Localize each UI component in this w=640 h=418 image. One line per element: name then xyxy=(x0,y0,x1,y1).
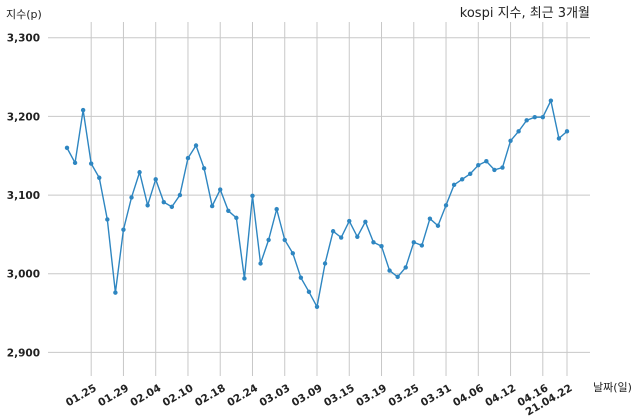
data-point xyxy=(193,143,199,148)
x-tick-label: 04.12 xyxy=(483,382,518,409)
x-tick-label: 02.10 xyxy=(161,382,196,409)
data-point xyxy=(484,159,489,164)
data-point xyxy=(564,129,570,134)
data-point xyxy=(145,203,150,208)
y-tick-label: 3,300 xyxy=(7,33,40,45)
data-point xyxy=(274,207,279,212)
kospi-series xyxy=(64,98,570,309)
x-tick-label: 04.06 xyxy=(451,382,486,409)
data-point xyxy=(209,203,215,209)
data-point xyxy=(500,165,505,170)
y-tick-label: 3,200 xyxy=(7,111,40,123)
x-tick-label: 03.19 xyxy=(354,382,389,409)
data-point xyxy=(80,107,86,113)
x-axis-label: 날짜(일) xyxy=(593,380,632,394)
x-tick-label: 01.29 xyxy=(96,382,131,409)
data-point xyxy=(113,290,118,295)
data-point xyxy=(72,160,78,166)
data-point xyxy=(492,167,497,173)
data-point xyxy=(121,227,126,232)
data-point xyxy=(516,129,521,134)
y-axis-label: 지수(p) xyxy=(6,8,42,21)
data-point xyxy=(226,208,231,213)
data-point xyxy=(403,265,408,270)
data-point xyxy=(298,275,304,280)
data-point xyxy=(234,215,239,221)
chart-title: kospi 지수, 최근 3개월 xyxy=(460,6,590,21)
y-tick-label: 2,900 xyxy=(7,347,40,359)
data-point xyxy=(427,216,433,221)
data-point xyxy=(451,182,457,188)
data-point xyxy=(540,114,546,120)
y-axis-ticks: 2,900 3,000 3,100 3,200 3,300 xyxy=(7,33,40,360)
data-point xyxy=(242,276,247,281)
y-tick-label: 3,000 xyxy=(7,269,40,281)
data-point xyxy=(129,195,134,200)
data-point xyxy=(476,162,481,168)
data-point xyxy=(443,203,449,208)
data-point xyxy=(548,98,554,103)
data-point xyxy=(508,138,513,143)
data-point xyxy=(64,145,70,151)
data-point xyxy=(355,234,360,239)
data-point xyxy=(169,204,175,210)
data-point xyxy=(201,166,207,171)
data-point xyxy=(435,223,441,228)
data-point xyxy=(556,136,562,141)
horizontal-gridlines xyxy=(48,37,590,353)
data-point xyxy=(177,192,183,198)
data-point xyxy=(258,261,263,266)
x-tick-label: 03.15 xyxy=(322,382,357,409)
data-point xyxy=(88,161,94,166)
x-tick-label: 03.03 xyxy=(257,382,292,409)
x-axis-ticks: 01.2501.2902.0402.1002.1802.2403.0303.09… xyxy=(64,382,575,418)
data-point xyxy=(185,155,191,161)
data-point xyxy=(322,261,328,266)
x-tick-label: 03.09 xyxy=(290,382,325,409)
data-point xyxy=(363,219,368,225)
x-tick-label: 01.25 xyxy=(64,382,99,409)
data-point xyxy=(137,170,142,175)
data-point xyxy=(161,199,166,205)
x-tick-label: 02.24 xyxy=(225,382,260,409)
data-point xyxy=(419,243,425,248)
data-point xyxy=(97,175,102,180)
data-point xyxy=(266,237,271,243)
x-tick-label: 03.25 xyxy=(387,382,422,409)
data-point xyxy=(379,244,384,249)
data-point xyxy=(468,171,473,177)
y-tick-label: 3,100 xyxy=(7,190,40,202)
data-point xyxy=(218,187,223,192)
data-point xyxy=(290,251,296,256)
data-point xyxy=(250,193,255,199)
data-point xyxy=(347,218,352,224)
data-point xyxy=(387,268,392,273)
data-point xyxy=(153,177,158,182)
data-point xyxy=(532,114,537,120)
x-tick-label: 03.31 xyxy=(419,382,454,409)
data-point xyxy=(371,240,376,245)
data-point xyxy=(524,118,529,123)
x-tick-label: 02.04 xyxy=(128,382,163,409)
data-point xyxy=(411,240,416,245)
data-point xyxy=(314,304,320,309)
x-tick-label: 02.18 xyxy=(193,382,228,409)
data-point xyxy=(338,235,344,240)
data-point xyxy=(306,289,312,295)
data-point xyxy=(282,237,287,243)
data-point xyxy=(459,177,465,182)
data-point xyxy=(105,217,110,222)
data-point xyxy=(395,274,400,280)
data-point xyxy=(330,229,336,234)
